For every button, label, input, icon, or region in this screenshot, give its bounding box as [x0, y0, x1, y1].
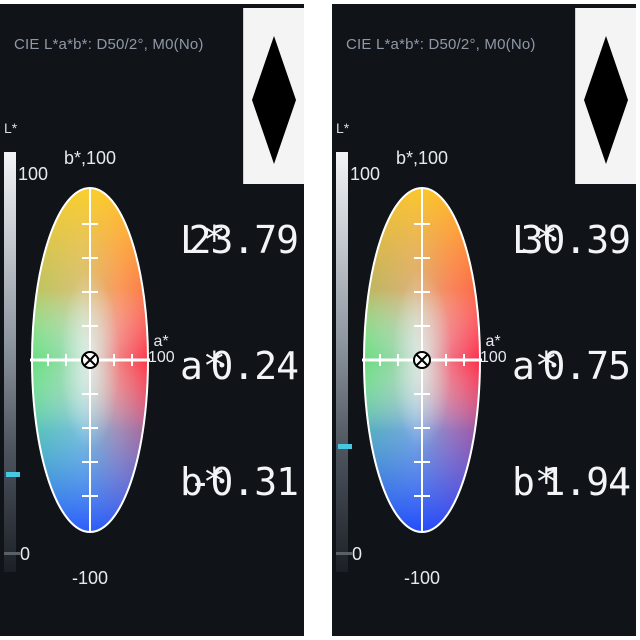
lightness-scale-base	[4, 552, 20, 555]
a-axis-label: a* 100	[148, 333, 175, 366]
a-value: 0.75	[542, 344, 631, 388]
a-readout: a* 0.75	[512, 344, 636, 394]
b-value: 1.94	[542, 460, 631, 504]
lightness-scale-base	[336, 552, 352, 555]
lightness-max-label: 100	[18, 164, 49, 184]
a-axis-name: a*	[153, 333, 169, 350]
L-value: 30.39	[520, 218, 631, 262]
lightness-scale-bar	[336, 152, 352, 572]
a-label: a*	[180, 344, 226, 388]
b-readout: b* 1.94	[512, 460, 636, 510]
b-label: b*	[180, 460, 226, 504]
b-value: -0.31	[188, 460, 299, 504]
ab-color-wheel	[362, 187, 482, 533]
a-axis-max: 100	[480, 349, 507, 366]
diamond-icon	[584, 36, 628, 164]
colorimeter-screen-left: CIE L*a*b*: D50/2°, M0(No) L* 100 0 b*,1…	[0, 4, 304, 636]
b-axis-top-label: b*,100	[396, 148, 449, 168]
diamond-icon	[252, 36, 296, 164]
L-label: L*	[512, 218, 558, 262]
L-label: L*	[180, 218, 226, 262]
a-value: 0.24	[210, 344, 299, 388]
a-axis-label: a* 100	[480, 333, 507, 366]
b-label: b*	[512, 460, 558, 504]
L-readout: L* 23.79	[180, 218, 304, 268]
b-axis-top-label: b*,100	[64, 148, 117, 168]
a-axis-name: a*	[485, 333, 501, 350]
view-toggle-button[interactable]	[575, 8, 636, 184]
color-space-header: CIE L*a*b*: D50/2°, M0(No)	[14, 36, 204, 53]
lightness-max-label: 100	[350, 164, 381, 184]
lightness-scale-label: L*	[4, 120, 18, 136]
L-value: 23.79	[188, 218, 299, 262]
view-toggle-button[interactable]	[243, 8, 304, 184]
lightness-marker	[338, 444, 352, 449]
color-space-header: CIE L*a*b*: D50/2°, M0(No)	[346, 36, 536, 53]
a-axis-max: 100	[148, 349, 175, 366]
b-readout: b* -0.31	[180, 460, 304, 510]
lightness-scale-label: L*	[336, 120, 350, 136]
a-label: a*	[512, 344, 558, 388]
lightness-min-label: 0	[352, 544, 363, 564]
lightness-min-label: 0	[20, 544, 31, 564]
L-readout: L* 30.39	[512, 218, 636, 268]
crosshair-icon	[413, 351, 431, 369]
ab-color-wheel	[30, 187, 150, 533]
a-readout: a* 0.24	[180, 344, 304, 394]
b-axis-bottom-label: -100	[404, 568, 441, 588]
colorimeter-screen-right: CIE L*a*b*: D50/2°, M0(No) L* 100 0 b*,1…	[332, 4, 636, 636]
lightness-scale-bar	[4, 152, 20, 572]
b-axis-bottom-label: -100	[72, 568, 109, 588]
crosshair-icon	[81, 351, 99, 369]
lightness-marker	[6, 472, 20, 477]
